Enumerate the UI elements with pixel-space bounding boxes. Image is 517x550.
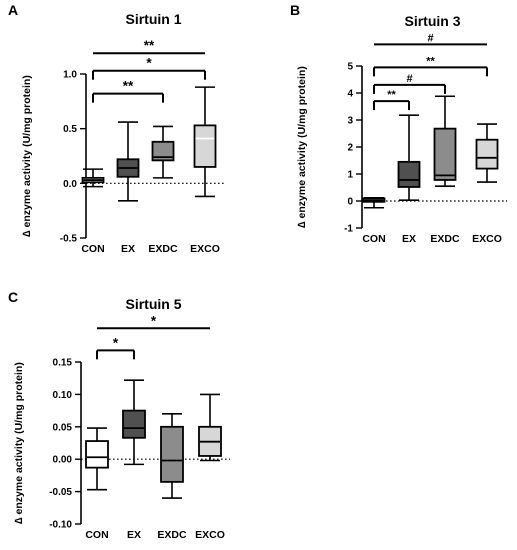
box-exdc	[151, 125, 175, 179]
box-iqr	[433, 127, 457, 181]
box-iqr	[85, 440, 109, 469]
box-exdc	[433, 95, 457, 187]
y-tick-label: 3	[347, 116, 353, 127]
significance-label: #	[406, 73, 412, 85]
y-tick-label: 2	[347, 143, 353, 154]
x-category-label: CON	[81, 243, 104, 255]
box-iqr	[122, 409, 146, 439]
y-tick-label: 0.10	[53, 390, 73, 401]
chart-title: Sirtuin 3	[404, 13, 460, 29]
y-tick-label: 0.0	[63, 179, 77, 190]
y-tick-label: -1	[344, 224, 353, 235]
significance-label: #	[427, 32, 433, 44]
y-axis-label: ∆ enzyme activity (U/mg protein)	[21, 75, 33, 237]
panel-letter: A	[8, 2, 18, 18]
box-con	[85, 427, 109, 491]
box-ex	[397, 114, 421, 201]
y-tick-label: 1.0	[63, 70, 77, 81]
chart-title: Sirtuin 5	[125, 296, 181, 312]
significance-label: *	[113, 335, 119, 350]
significance-bracket: **	[373, 55, 488, 77]
box-iqr	[397, 160, 421, 188]
y-tick-label: -0.5	[60, 234, 78, 245]
x-category-label: EXDC	[148, 243, 178, 255]
panel-letter: C	[8, 289, 18, 305]
significance-label: **	[144, 38, 155, 53]
x-category-label: EXDC	[157, 529, 187, 541]
box-iqr	[160, 425, 184, 483]
x-category-label: EX	[121, 243, 135, 255]
box-exco	[198, 393, 222, 462]
x-category-label: EXCO	[472, 233, 502, 245]
significance-label: *	[146, 56, 152, 71]
box-iqr	[475, 138, 499, 170]
y-tick-label: 4	[347, 89, 353, 100]
significance-label: **	[123, 79, 134, 94]
significance-bracket: *	[96, 335, 135, 360]
significance-bracket: *	[97, 313, 210, 330]
y-tick-label: 1	[347, 170, 353, 181]
box-iqr	[151, 140, 175, 162]
significance-label: *	[151, 313, 157, 328]
significance-bracket: **	[92, 79, 164, 103]
y-tick-label: 0.05	[53, 422, 73, 433]
box-exco	[475, 123, 499, 183]
box-exco	[193, 86, 217, 198]
significance-label: **	[426, 55, 435, 67]
y-axis-label: ∆ enzyme activity (U/mg protein)	[296, 66, 308, 228]
box-exdc	[160, 413, 184, 499]
significance-bracket: **	[373, 89, 410, 111]
significance-label: **	[387, 89, 396, 101]
panel-letter: B	[290, 2, 300, 18]
y-tick-label: 0	[347, 197, 353, 208]
x-category-label: EXCO	[195, 529, 225, 541]
significance-bracket: *	[92, 56, 206, 80]
box-iqr	[193, 124, 217, 168]
x-category-label: EX	[402, 233, 416, 245]
box-con	[362, 196, 386, 209]
y-tick-label: 5	[347, 62, 353, 73]
box-ex	[122, 379, 146, 466]
panel-c: C Sirtuin 5 -0.10 -0.05 0.00 0.05 0.10 0.15 ∆ en…	[8, 289, 230, 541]
y-tick-label: 0.15	[53, 358, 73, 369]
x-category-label: EX	[127, 529, 141, 541]
y-tick-label: 0.00	[53, 455, 73, 466]
panel-a: A Sirtuin 1 -0.5 0.0 0.5 1.0 ∆ enzyme activity…	[8, 2, 225, 255]
x-category-label: EXCO	[190, 243, 220, 255]
y-tick-label: -0.05	[49, 487, 72, 498]
panel-b: B Sirtuin 3 -1 0 1 2 3 4 5 ∆ enzyme activity (U/m…	[290, 2, 507, 245]
significance-bracket: #	[374, 32, 487, 46]
y-tick-label: -0.10	[49, 520, 72, 531]
significance-bracket: #	[373, 73, 446, 94]
chart-title: Sirtuin 1	[125, 11, 181, 27]
box-con	[81, 168, 105, 188]
x-category-label: EXDC	[430, 233, 460, 245]
y-tick-label: 0.5	[63, 124, 77, 135]
x-category-label: CON	[362, 233, 385, 245]
significance-bracket: **	[93, 38, 205, 55]
y-axis-label: ∆ enzyme activity (U/mg protein)	[13, 362, 25, 524]
box-ex	[116, 121, 140, 202]
x-category-label: CON	[85, 529, 108, 541]
